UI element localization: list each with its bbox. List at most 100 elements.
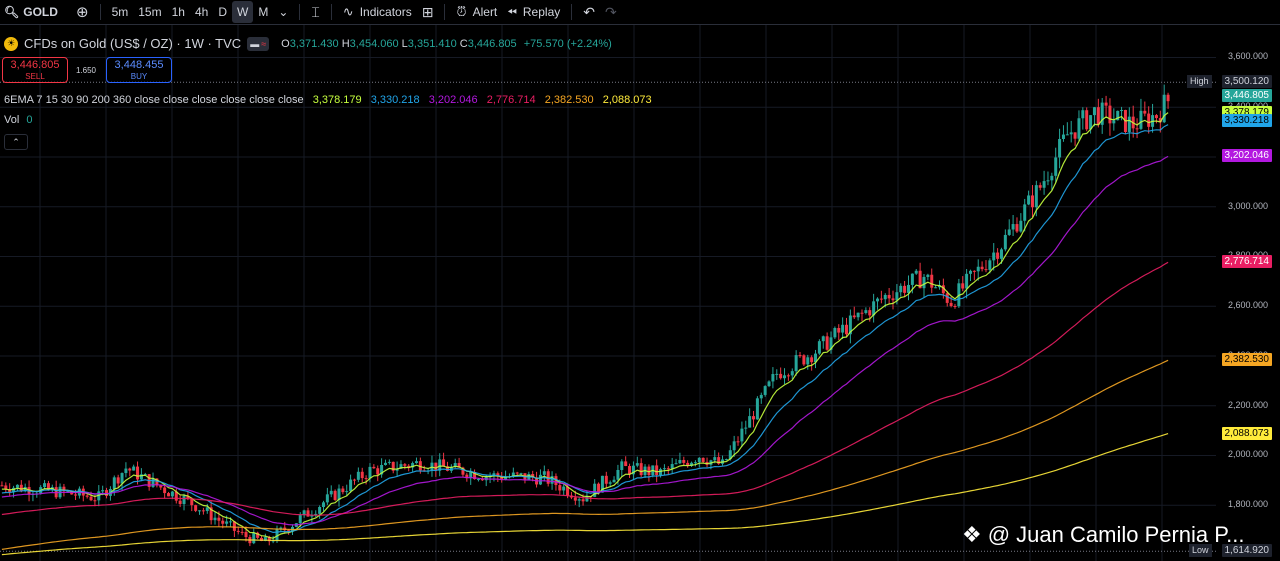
candle-body <box>783 375 787 379</box>
volume-value: 0 <box>26 114 33 126</box>
candle-body <box>848 315 852 335</box>
candle-body <box>1096 107 1100 125</box>
price-tick: 2,000.000 <box>1227 449 1268 460</box>
candle-body <box>918 270 922 289</box>
candle-body <box>728 450 732 460</box>
price-chart[interactable] <box>0 25 1216 561</box>
divider <box>571 4 573 20</box>
divider <box>444 4 446 20</box>
candle-body <box>899 285 903 293</box>
watermark: ❖ @ Juan Camilo Pernia P... <box>962 522 1244 548</box>
ema-line-360 <box>1 433 1169 556</box>
candle-body <box>740 428 744 442</box>
candle-body <box>786 375 790 377</box>
candle-body <box>817 341 821 354</box>
redo-button[interactable]: ↷ <box>600 1 622 23</box>
candle-body <box>221 520 225 524</box>
candle-body <box>232 521 236 531</box>
candle-body <box>318 506 322 514</box>
candle-body <box>829 337 833 350</box>
undo-button[interactable]: ↶ <box>578 1 600 23</box>
interval-15m[interactable]: 15m <box>138 5 162 19</box>
candle-body <box>941 285 945 294</box>
compare-add-button[interactable]: ⊕ <box>71 1 94 23</box>
low-label: L <box>401 37 408 50</box>
candle-body <box>360 471 364 479</box>
candle-body <box>531 474 535 478</box>
candle-body <box>864 310 868 313</box>
candle-body <box>182 496 186 505</box>
candle-body <box>546 471 550 484</box>
candle-body <box>403 464 407 466</box>
candle-body <box>810 357 814 363</box>
candle-body <box>767 381 771 387</box>
candle-body <box>616 469 620 480</box>
alert-button[interactable]: ⏰︎ Alert <box>451 1 502 23</box>
ohlc-values: O3,371.430 H3,454.060 L3,351.410 C3,446.… <box>281 38 612 50</box>
candle-body <box>252 532 256 544</box>
candle-body <box>244 531 248 538</box>
chart-type-button[interactable]: ⌶ <box>306 1 324 23</box>
high-label: H <box>341 37 350 50</box>
candle-body <box>965 273 969 289</box>
volume-legend[interactable]: Vol 0 <box>4 114 32 126</box>
candle-body <box>628 466 632 475</box>
redo-icon: ↷ <box>604 3 617 20</box>
symbol-title[interactable]: CFDs on Gold (US$ / OZ) · 1W · TVC <box>24 36 242 51</box>
candle-body <box>945 293 949 303</box>
candle-body <box>1139 110 1143 129</box>
candle-body <box>914 270 918 274</box>
buy-button[interactable]: 3,448.455 BUY <box>106 57 172 83</box>
templates-button[interactable]: ⊞ <box>417 1 439 23</box>
plus-circle-icon: ⊕ <box>76 4 89 21</box>
interval-4h[interactable]: 4h <box>194 5 209 19</box>
candle-body <box>434 462 438 471</box>
candle-body <box>190 498 194 506</box>
candle-body <box>515 472 519 474</box>
sell-button[interactable]: 3,446.805 SELL <box>2 57 68 83</box>
high-price-label: 3,500.120 <box>1221 75 1272 89</box>
candle-body <box>771 374 775 382</box>
candle-body <box>697 457 701 463</box>
candle-body <box>306 510 310 517</box>
ema-line-30 <box>1 155 1169 526</box>
last-price-label: 3,446.805 <box>1221 88 1272 102</box>
candle-body <box>573 497 577 501</box>
candle-body <box>1143 110 1147 114</box>
candle-body <box>159 485 163 488</box>
indicators-button[interactable]: ∿ Indicators <box>338 1 417 23</box>
interval-w[interactable]: W <box>231 1 254 23</box>
candle-body <box>93 500 97 502</box>
ema-price-label: 2,382.530 <box>1221 353 1272 367</box>
candle-body <box>329 490 333 495</box>
candle-body <box>674 463 678 465</box>
candle-body <box>1042 181 1046 188</box>
candle-body <box>314 513 318 516</box>
symbol-search[interactable]: 🔍︎ GOLD <box>0 1 71 23</box>
interval-d[interactable]: D <box>218 5 227 19</box>
interval-5m[interactable]: 5m <box>111 5 129 19</box>
interval-m[interactable]: M <box>258 5 269 19</box>
indicator-legend[interactable]: 6EMA 7 15 30 90 200 360 close close clos… <box>4 94 658 106</box>
collapse-legend-button[interactable]: ⌃ <box>4 134 28 150</box>
candle-body <box>825 336 829 350</box>
candle-body <box>1046 180 1050 182</box>
candle-body <box>1007 229 1011 235</box>
candle-body <box>1050 175 1054 181</box>
candle-body <box>476 479 480 481</box>
ema-360-value: 2,088.073 <box>602 94 652 106</box>
replay-button[interactable]: ⏪︎ Replay <box>502 1 565 23</box>
candle-body <box>972 270 976 272</box>
candle-body <box>240 531 244 533</box>
candle-body <box>968 270 972 274</box>
candle-body <box>659 469 663 476</box>
interval-dropdown[interactable]: ⌄ <box>273 1 293 23</box>
price-axis[interactable]: 3,600.0003,400.0003,200.0003,000.0002,80… <box>1216 25 1280 561</box>
interval-1h[interactable]: 1h <box>171 5 185 19</box>
candle-body <box>496 473 500 477</box>
candle-body <box>790 371 794 376</box>
legend-controls[interactable]: ▬ ≈ <box>247 36 270 51</box>
buy-price: 3,448.455 <box>114 59 164 71</box>
candle-body <box>500 476 504 480</box>
candle-body <box>492 473 496 477</box>
